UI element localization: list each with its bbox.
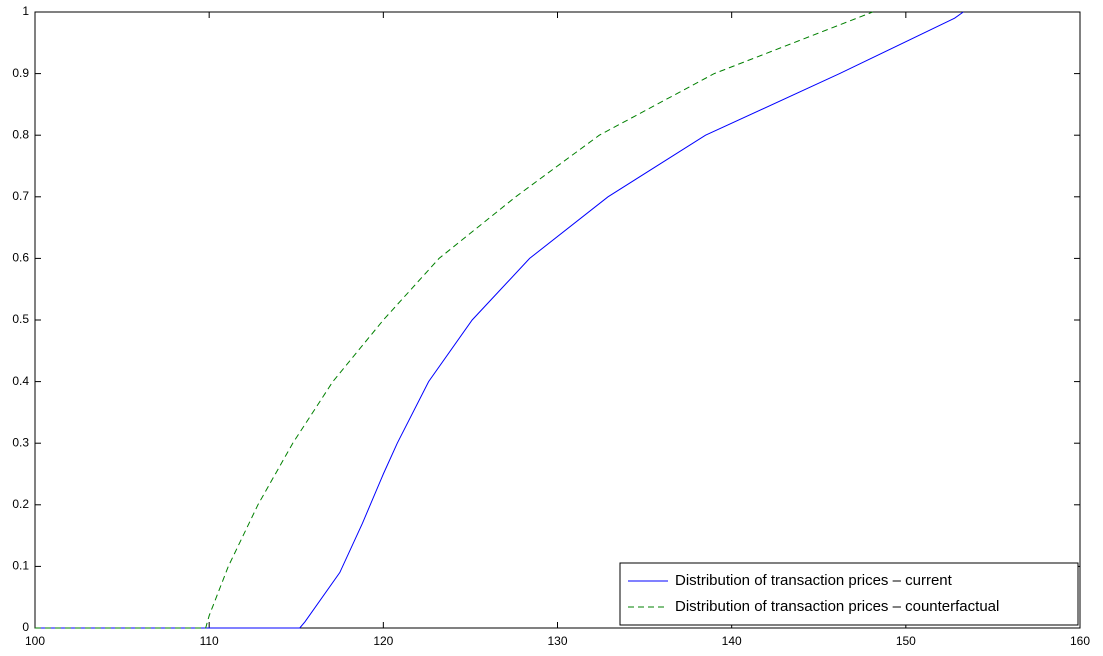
y-tick-label: 0.4 [12,374,29,388]
y-tick-label: 0 [22,620,29,634]
data-line [35,11,964,629]
y-tick-label: 0.7 [12,189,29,203]
y-tick-label: 0.5 [12,312,29,326]
x-tick-label: 130 [547,634,567,648]
y-tick-label: 0.1 [12,559,29,573]
y-tick-label: 1 [22,4,29,18]
y-tick-label: 0.2 [12,497,29,511]
x-tick-label: 150 [896,634,916,648]
x-tick-label: 120 [373,634,393,648]
legend: Distribution of transaction prices – cur… [619,562,1079,626]
legend-box [619,562,1079,626]
x-tick-label: 110 [200,634,219,648]
legend-label: Distribution of transaction prices – cur… [675,572,953,589]
y-tick-label: 0.3 [12,435,29,449]
y-tick-label: 0.6 [12,251,29,265]
legend-label: Distribution of transaction prices – cou… [675,598,999,615]
x-tick-label: 160 [1070,634,1090,648]
plot-frame [34,11,1081,629]
data-line [35,11,873,629]
x-tick-label: 140 [722,634,742,648]
y-tick-label: 0.9 [12,66,29,80]
y-tick-label: 0.8 [12,127,29,141]
x-tick-label: 100 [25,634,45,648]
